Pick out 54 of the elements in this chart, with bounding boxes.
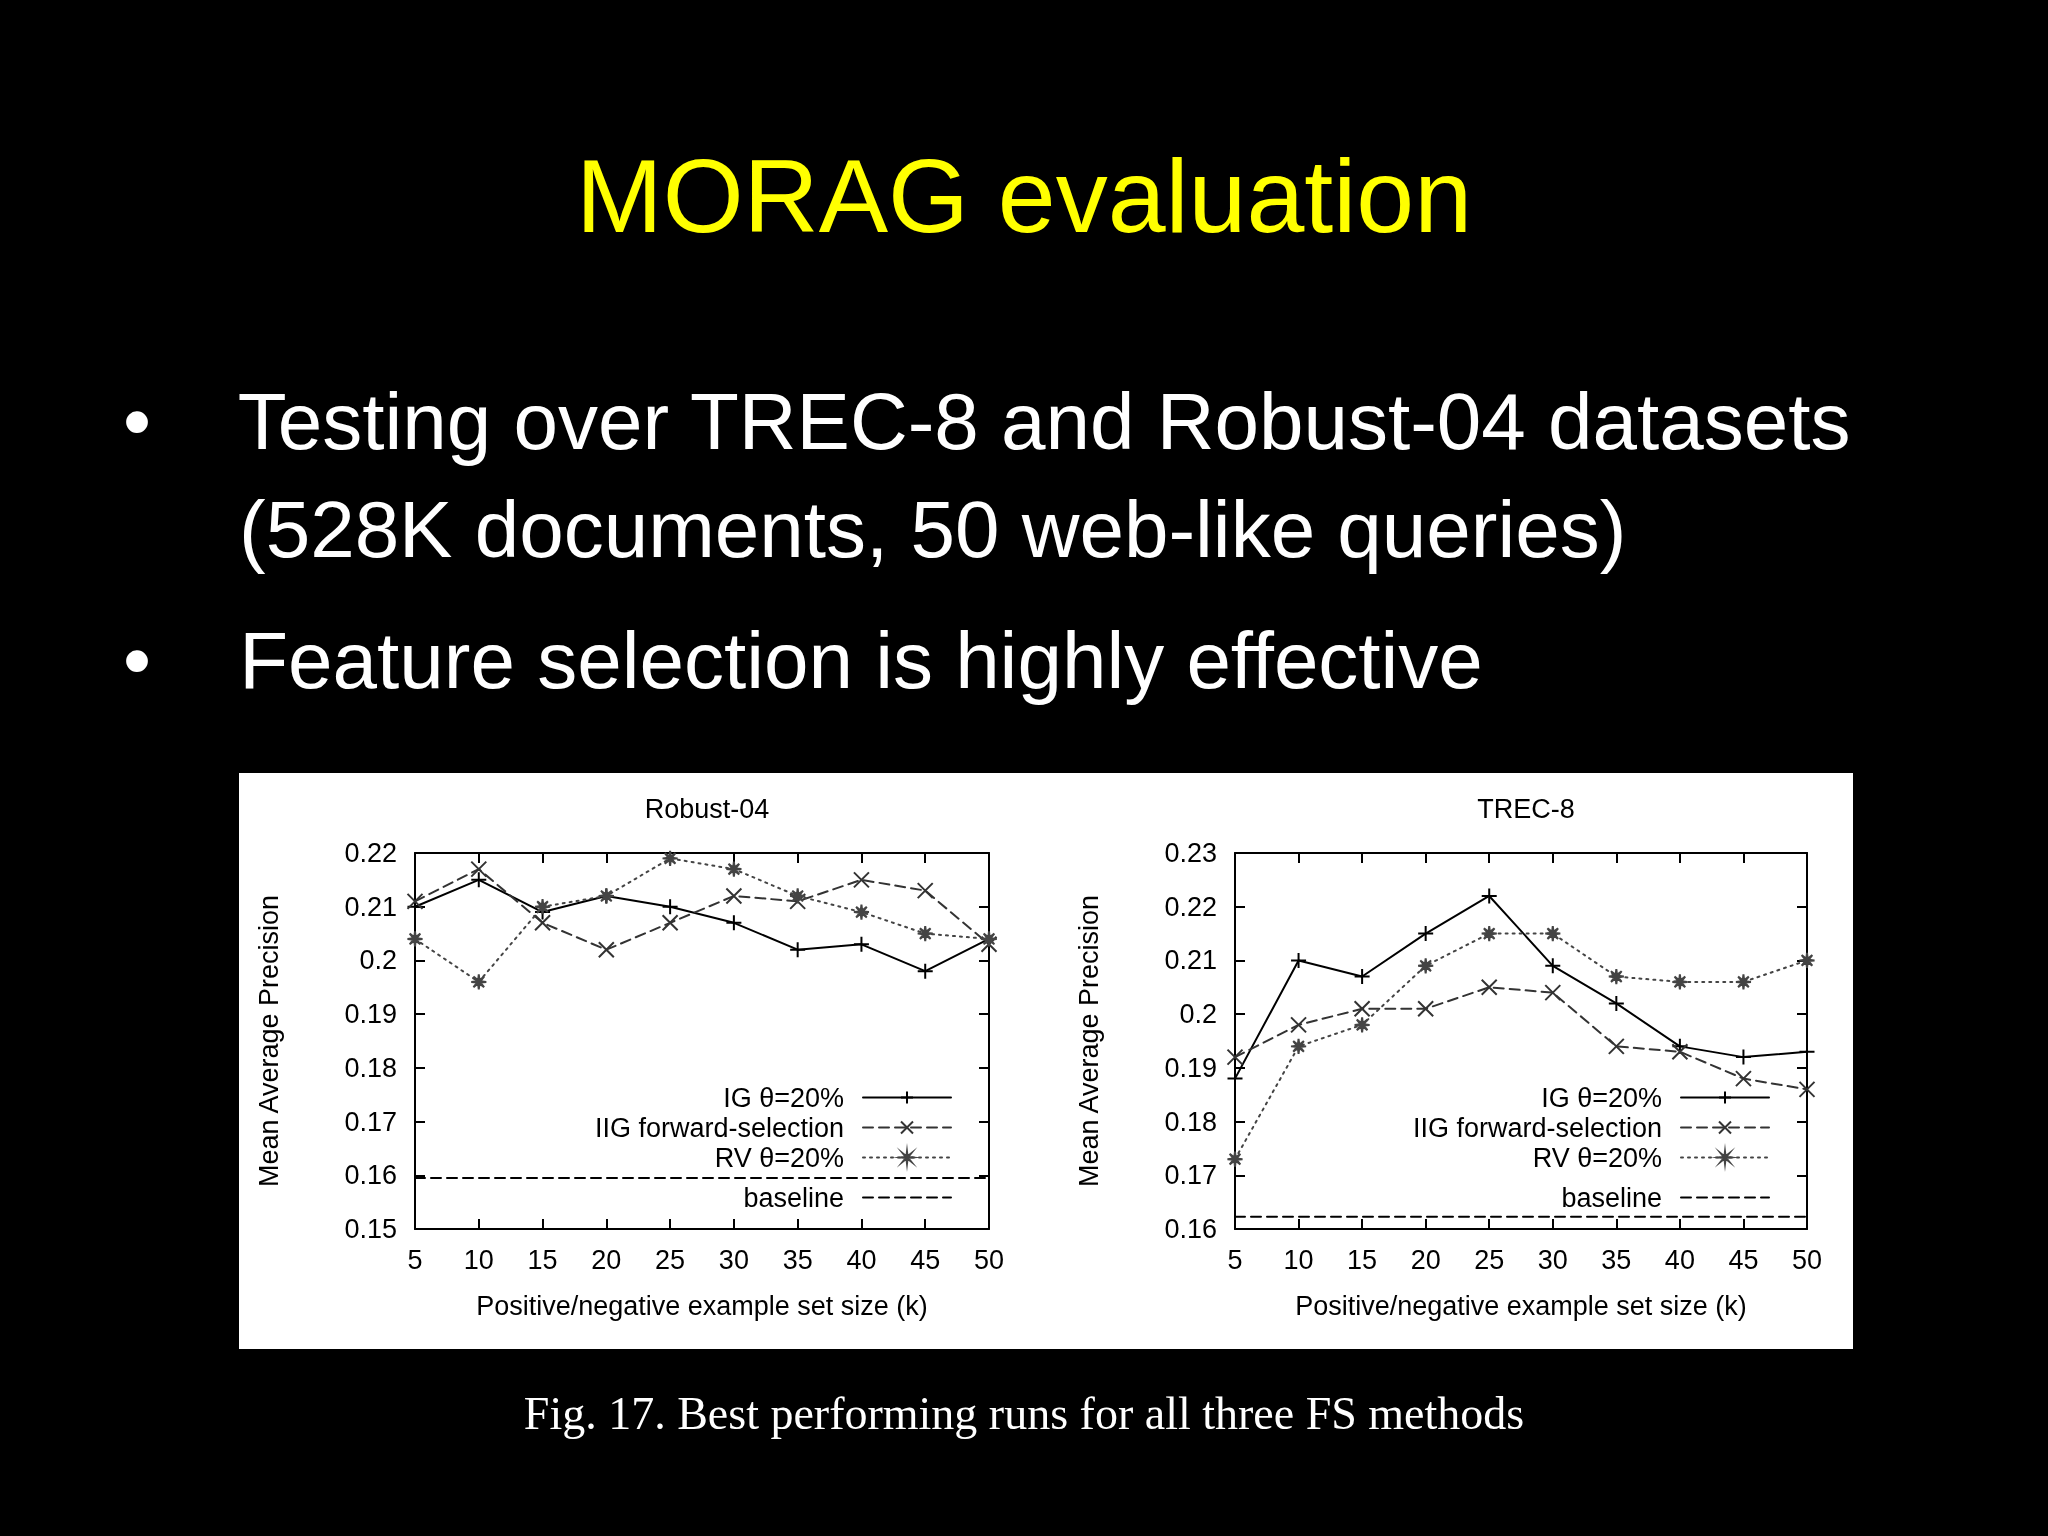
legend-label: RV θ=20% [1532, 1142, 1662, 1173]
y-tick-label: 0.2 [359, 945, 397, 976]
x-tick-label: 15 [1347, 1244, 1378, 1275]
x-tick-label: 50 [973, 1244, 1005, 1275]
x-tick-label: 45 [1728, 1244, 1759, 1275]
legend-label: IG θ=20% [1541, 1082, 1662, 1113]
y-tick-label: 0.19 [1164, 1052, 1217, 1083]
y-tick-label: 0.15 [344, 1214, 397, 1244]
legend-label: IG θ=20% [723, 1082, 844, 1113]
x-tick-label: 25 [655, 1244, 686, 1275]
chart-title: Robust-04 [644, 793, 770, 824]
text: MORAG evaluation [575, 137, 1473, 256]
y-tick-label: 0.22 [344, 838, 397, 868]
x-tick-label: 20 [591, 1244, 622, 1275]
x-tick-label: 5 [1227, 1244, 1243, 1275]
x-axis-title: Positive/negative example set size (k) [476, 1290, 928, 1321]
legend-label: IIG forward-selection [594, 1112, 844, 1143]
x-axis-title: Positive/negative example set size (k) [1295, 1290, 1747, 1321]
y-tick-label: 0.18 [1164, 1106, 1217, 1137]
y-tick-label: 0.23 [1164, 838, 1217, 868]
x-tick-label: 30 [1537, 1244, 1568, 1275]
y-axis-title: Mean Average Precision [253, 894, 284, 1188]
x-tick-label: 35 [1601, 1244, 1632, 1275]
y-tick-label: 0.2 [1179, 999, 1217, 1030]
y-tick-label: 0.18 [344, 1052, 397, 1083]
text: • Feature selection is highly effective [123, 615, 1484, 707]
x-tick-label: 40 [846, 1244, 877, 1275]
caption: Fig. 17. Best performing runs for all three FS methods [522, 1387, 1526, 1441]
x-tick-label: 40 [1664, 1244, 1695, 1275]
text: • Testing over TREC-8 and Robust-04 datasets (528K documents, 50 web-like queries) [123, 376, 1852, 576]
y-tick-label: 0.16 [344, 1160, 397, 1191]
x-tick-label: 35 [782, 1244, 813, 1275]
y-tick-label: 0.21 [1164, 945, 1217, 976]
x-tick-label: 10 [463, 1244, 494, 1275]
legend-label: IIG forward-selection [1412, 1112, 1662, 1143]
y-tick-label: 0.17 [1164, 1160, 1217, 1191]
legend-label: baseline [1561, 1182, 1662, 1213]
x-tick-label: 50 [1791, 1244, 1823, 1275]
x-tick-label: 25 [1474, 1244, 1505, 1275]
x-tick-label: 30 [718, 1244, 749, 1275]
chart-title: TREC-8 [1477, 793, 1575, 824]
legend-label: baseline [743, 1182, 844, 1213]
y-tick-label: 0.19 [344, 999, 397, 1030]
y-tick-label: 0.22 [1164, 891, 1217, 922]
legend-label: RV θ=20% [714, 1142, 844, 1173]
x-tick-label: 20 [1410, 1244, 1441, 1275]
y-tick-label: 0.17 [344, 1106, 397, 1137]
x-tick-label: 5 [407, 1244, 423, 1275]
x-tick-label: 15 [527, 1244, 558, 1275]
y-tick-label: 0.16 [1164, 1214, 1217, 1244]
x-tick-label: 45 [910, 1244, 941, 1275]
y-tick-label: 0.21 [344, 891, 397, 922]
x-tick-label: 10 [1283, 1244, 1314, 1275]
y-axis-title: Mean Average Precision [1073, 894, 1104, 1188]
